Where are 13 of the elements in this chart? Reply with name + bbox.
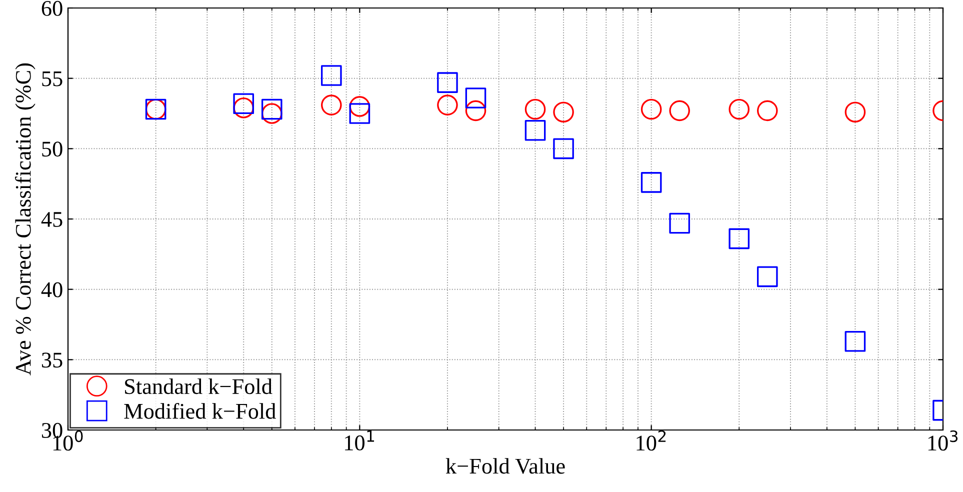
x-tick-label: 10$^{1}$: [345, 430, 374, 450]
x-tick-label: 10$^{3}$: [928, 430, 958, 451]
y-tick-label: 60: [42, 0, 62, 16]
y-tick-label: 45: [41, 212, 62, 227]
y-tick-label: 35: [42, 352, 62, 368]
x-tick-label: 10$^{2}$: [636, 430, 666, 451]
x-axis-title: k−Fold Value: [446, 458, 565, 474]
legend-label: Modified k−Fold: [124, 402, 276, 419]
y-axis-title: Ave % Correct Classification (%C): [14, 63, 36, 376]
legend-label: Standard k−Fold: [125, 378, 272, 394]
y-tick-label: 40: [41, 282, 62, 298]
y-tick-label: 55: [42, 71, 62, 86]
y-tick-label: 50: [42, 142, 62, 157]
